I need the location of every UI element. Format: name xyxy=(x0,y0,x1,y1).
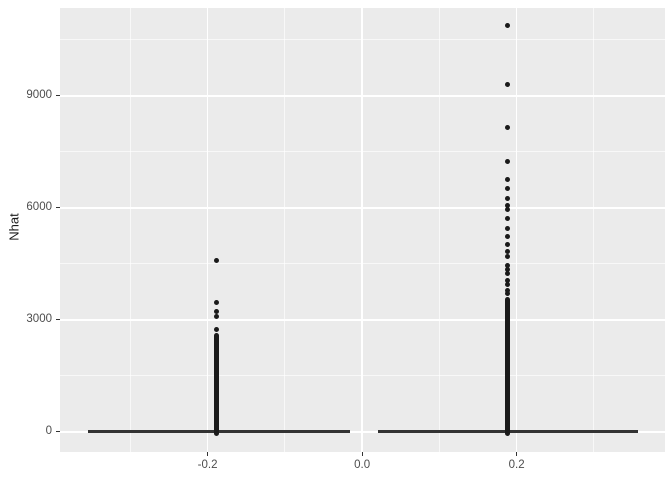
minor-gridline-vertical xyxy=(438,8,440,452)
minor-gridline-vertical xyxy=(593,8,595,452)
x-axis-tick-label: 0.0 xyxy=(354,459,371,471)
outlier-point xyxy=(504,254,510,260)
outlier-point xyxy=(504,23,510,29)
outlier-point xyxy=(504,215,510,221)
outlier-point xyxy=(504,282,510,288)
x-axis-tick-label: 0.2 xyxy=(508,459,525,471)
outlier-point xyxy=(504,266,510,272)
outlier-point xyxy=(504,234,510,240)
y-axis-title: Nhat xyxy=(6,213,22,241)
outlier-point xyxy=(214,309,220,315)
outlier-point xyxy=(504,249,510,255)
outlier-point xyxy=(504,287,510,293)
outlier-point xyxy=(214,314,220,320)
outlier-point xyxy=(504,202,510,208)
outlier-point xyxy=(504,262,510,268)
major-gridline-horizontal xyxy=(60,95,665,97)
major-gridline-horizontal xyxy=(60,431,665,433)
major-gridline-horizontal xyxy=(60,319,665,321)
outlier-point xyxy=(214,326,220,332)
outlier-point xyxy=(504,81,510,87)
x-axis-tick-mark xyxy=(516,452,518,456)
outlier-point xyxy=(504,195,510,201)
x-axis-tick-mark xyxy=(207,452,209,456)
minor-gridline-vertical xyxy=(129,8,131,452)
major-gridline-vertical xyxy=(206,8,209,452)
outlier-point xyxy=(504,159,510,165)
y-axis-tick-label: 3000 xyxy=(26,312,52,325)
outlier-point xyxy=(504,270,510,276)
outlier-point xyxy=(504,242,510,248)
x-axis-tick-label: -0.2 xyxy=(197,459,218,471)
outlier-point xyxy=(504,185,510,191)
outlier-point xyxy=(504,277,510,283)
outlier-point xyxy=(504,125,510,131)
y-axis-tick-label: 6000 xyxy=(26,200,52,213)
outlier-point xyxy=(504,207,510,213)
outlier-point xyxy=(504,225,510,231)
major-gridline-vertical xyxy=(515,8,518,452)
outlier-point xyxy=(504,291,510,297)
outlier-dense-column xyxy=(214,332,220,437)
major-gridline-vertical xyxy=(361,8,363,452)
y-axis-tick-label: 9000 xyxy=(26,88,52,101)
outlier-dense-column xyxy=(504,297,510,437)
y-axis-tick-label: 0 xyxy=(45,424,52,437)
major-gridline-horizontal xyxy=(60,207,665,209)
outlier-point xyxy=(214,299,220,305)
x-axis-tick-mark xyxy=(361,452,363,456)
outlier-point xyxy=(214,258,220,264)
outlier-point xyxy=(504,177,510,183)
minor-gridline-vertical xyxy=(284,8,286,452)
plot-panel xyxy=(60,8,665,452)
